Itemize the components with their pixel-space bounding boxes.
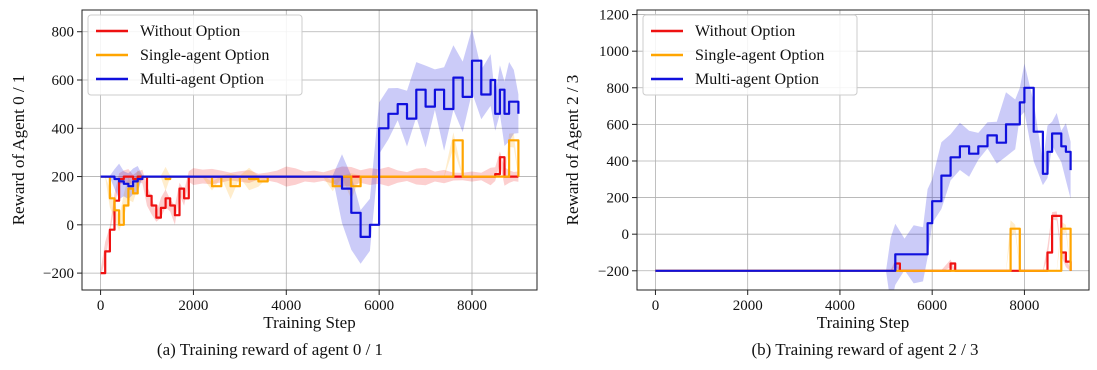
legend-label: Single-agent Option [695, 47, 824, 64]
band-single-agent-option [655, 220, 1071, 272]
y-tick-label: 400 [52, 121, 75, 137]
chart-panel-a: 0 2000 4000 6000 8000 −200 0 200 400 600 800 Traini… [9, 9, 538, 359]
series-line-multi-agent-option [100, 59, 520, 238]
x-axis-label: Training Step [263, 313, 355, 332]
series-line-single-agent-option [100, 139, 520, 226]
y-tick-label: 0 [622, 227, 630, 243]
chart-panel-b: 0 2000 4000 6000 8000 −200 0 200 400 600 800 1000 12… [563, 8, 1090, 359]
y-tick-label: −200 [43, 266, 74, 282]
x-tick-label: 8000 [457, 298, 487, 314]
band-multi-agent-option [100, 28, 519, 264]
y-tick-label: 600 [52, 73, 75, 89]
x-tick-label: 6000 [917, 298, 947, 314]
band-multi-agent-option [655, 63, 1071, 290]
x-tick-label: 6000 [364, 298, 394, 314]
plot-area [655, 63, 1072, 290]
legend-label: Without Option [695, 23, 795, 40]
series-line-multi-agent-option [655, 86, 1072, 272]
legend-label: Single-agent Option [140, 47, 269, 64]
x-tick-label: 8000 [1009, 298, 1039, 314]
y-tick-label: 800 [607, 81, 630, 97]
y-tick-label: 400 [607, 154, 630, 170]
y-tick-label: 0 [67, 218, 75, 234]
band-without-option [655, 211, 1071, 272]
figure-caption: (b) Training reward of agent 2 / 3 [751, 340, 978, 359]
legend-label: Without Option [140, 23, 240, 40]
series-line-without-option [655, 214, 1072, 272]
y-tick-label: 1000 [599, 44, 629, 60]
legend-label: Multi-agent Option [140, 71, 264, 88]
y-axis-label: Reward of Agent 0 / 1 [9, 75, 28, 226]
legend-box [642, 14, 858, 96]
x-tick-label: 0 [97, 298, 105, 314]
x-tick-label: 4000 [271, 298, 301, 314]
figure-caption: (a) Training reward of agent 0 / 1 [157, 340, 383, 359]
x-tick-label: 2000 [178, 298, 208, 314]
y-tick-label: 200 [607, 191, 630, 207]
y-tick-label: 200 [52, 170, 75, 186]
x-tick-label: 2000 [733, 298, 763, 314]
x-axis-label: Training Step [817, 313, 909, 332]
axes-frame [636, 9, 1090, 291]
band-without-option [100, 151, 519, 276]
legend-label: Multi-agent Option [695, 71, 819, 88]
axes-frame [81, 9, 538, 291]
y-tick-label: 1200 [599, 8, 629, 24]
y-tick-label: 600 [607, 117, 630, 133]
x-tick-label: 4000 [825, 298, 855, 314]
x-tick-label: 0 [652, 298, 660, 314]
y-tick-label: −200 [598, 264, 629, 280]
legend-box [87, 14, 303, 96]
y-tick-label: 800 [52, 25, 75, 41]
plot-area [100, 28, 520, 276]
y-axis-label: Reward of Agent 2 / 3 [563, 75, 582, 226]
